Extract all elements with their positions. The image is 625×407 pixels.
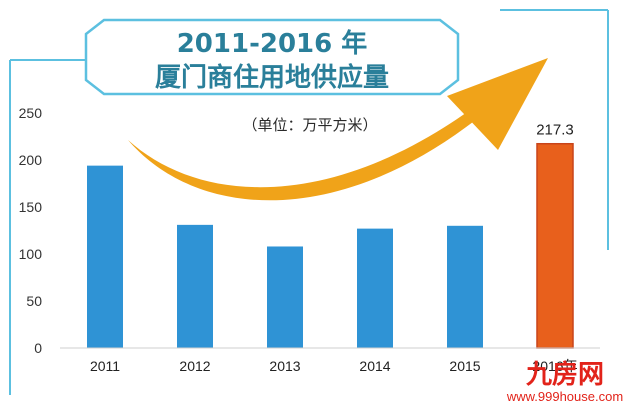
y-axis: 0 50 100 150 200 250 — [19, 105, 43, 356]
data-labels: 217.3 — [536, 122, 574, 139]
bar — [267, 246, 303, 348]
x-tick-label: 2014 — [359, 358, 390, 374]
x-tick-label: 2015 — [449, 358, 480, 374]
unit-note: （单位：万平方米） — [242, 116, 377, 134]
y-tick-label: 50 — [26, 293, 42, 309]
title-banner: 2011-2016 年 厦门商住用地供应量 — [84, 18, 460, 96]
x-tick-label: 2016年 — [532, 358, 577, 374]
y-tick-label: 200 — [19, 152, 43, 168]
watermark: 九房网 www.999house.com — [506, 360, 623, 404]
x-tick-label: 2012 — [179, 358, 210, 374]
bar — [87, 165, 123, 348]
x-tick-label: 2013 — [269, 358, 300, 374]
bar — [536, 142, 574, 349]
arrow-body — [128, 110, 478, 201]
bar — [447, 225, 483, 348]
x-axis: 2011 2012 2013 2014 2015 2016年 — [90, 358, 578, 374]
watermark-logo: 九房网 — [525, 360, 604, 390]
y-tick-label: 0 — [34, 340, 42, 356]
data-label: 217.3 — [536, 122, 574, 139]
title-box — [84, 18, 460, 96]
chart-subtitle: 厦门商住用地供应量 — [155, 62, 389, 93]
chart-title: 2011-2016 年 — [177, 28, 368, 59]
x-tick-label: 2011 — [90, 358, 120, 374]
y-tick-label: 250 — [19, 105, 43, 121]
watermark-url: www.999house.com — [506, 389, 623, 404]
arrow-head — [447, 58, 548, 150]
growth-arrow — [128, 58, 548, 201]
bars — [87, 142, 574, 349]
bar — [177, 224, 213, 348]
y-tick-label: 100 — [19, 246, 43, 262]
bar — [357, 228, 393, 348]
y-tick-label: 150 — [19, 199, 43, 215]
